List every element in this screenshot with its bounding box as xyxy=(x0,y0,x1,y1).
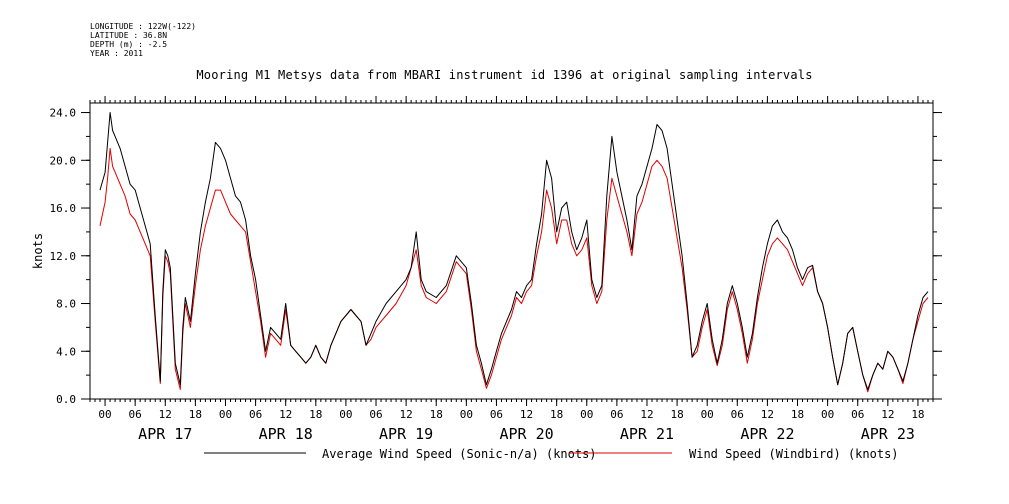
x-hour-label: 06 xyxy=(249,408,262,421)
y-tick-label: 16.0 xyxy=(50,202,77,215)
x-hour-label: 00 xyxy=(98,408,111,421)
x-hour-label: 06 xyxy=(490,408,503,421)
legend: Average Wind Speed (Sonic-n/a) (knots) W… xyxy=(204,447,899,461)
x-day-label: APR 17 xyxy=(138,425,192,443)
x-hour-label: 06 xyxy=(851,408,864,421)
meta-latitude: LATITUDE : 36.8N xyxy=(90,31,168,40)
x-hour-label: 00 xyxy=(821,408,834,421)
chart-title: Mooring M1 Metsys data from MBARI instru… xyxy=(196,68,813,82)
y-tick-label: 24.0 xyxy=(50,107,77,120)
x-hour-label: 00 xyxy=(580,408,593,421)
series-line-windbird xyxy=(99,147,929,393)
x-hour-label: 18 xyxy=(791,408,804,421)
series-group xyxy=(99,112,929,393)
x-hour-label: 18 xyxy=(189,408,202,421)
legend-label-windbird: Wind Speed (Windbird) (knots) xyxy=(689,447,899,461)
x-hour-label: 18 xyxy=(550,408,563,421)
y-tick-label: 4.0 xyxy=(56,345,76,358)
meta-longitude: LONGITUDE : 122W(-122) xyxy=(90,22,196,31)
plot-frame xyxy=(89,102,934,400)
x-day-label: APR 19 xyxy=(379,425,433,443)
x-hour-label: 12 xyxy=(159,408,172,421)
x-hour-label: 00 xyxy=(701,408,714,421)
x-day-label: APR 21 xyxy=(620,425,674,443)
x-hour-label: 00 xyxy=(339,408,352,421)
x-hour-label: 06 xyxy=(129,408,142,421)
y-tick-label: 12.0 xyxy=(50,250,77,263)
y-tick-label: 0.0 xyxy=(56,393,76,406)
meta-depth: DEPTH (m) : -2.5 xyxy=(90,40,168,49)
series-line-sonic xyxy=(99,112,929,390)
y-tick-label: 8.0 xyxy=(56,298,76,311)
legend-label-sonic: Average Wind Speed (Sonic-n/a) (knots) xyxy=(322,447,597,461)
metadata-block: LONGITUDE : 122W(-122) LATITUDE : 36.8N … xyxy=(90,22,196,58)
x-day-label: APR 23 xyxy=(861,425,915,443)
meta-year: YEAR : 2011 xyxy=(90,49,143,58)
minor-ticks xyxy=(86,100,937,402)
x-axis: 00 06 12 18 00 06 12 18 00 06 12 18 00 06 12 18 00 06 12 18… xyxy=(98,96,925,443)
x-day-label: APR 18 xyxy=(259,425,313,443)
x-hour-label: 12 xyxy=(520,408,533,421)
x-hour-label: 00 xyxy=(219,408,232,421)
x-hour-label: 12 xyxy=(400,408,413,421)
x-hour-label: 12 xyxy=(881,408,894,421)
x-hour-label: 12 xyxy=(761,408,774,421)
x-hour-label: 18 xyxy=(309,408,322,421)
x-hour-label: 18 xyxy=(430,408,443,421)
x-hour-label: 12 xyxy=(640,408,653,421)
x-hour-label: 12 xyxy=(279,408,292,421)
x-day-label: APR 22 xyxy=(740,425,794,443)
y-tick-label: 20.0 xyxy=(50,154,77,167)
y-axis: 0.0 4.0 8.0 12.0 16.0 20.0 24.0 xyxy=(50,107,942,406)
x-hour-label: 18 xyxy=(911,408,924,421)
x-day-label: APR 20 xyxy=(499,425,553,443)
x-hour-label: 18 xyxy=(670,408,683,421)
y-axis-label: knots xyxy=(31,233,45,269)
x-hour-label: 06 xyxy=(731,408,744,421)
x-hour-label: 06 xyxy=(610,408,623,421)
x-hour-label: 06 xyxy=(369,408,382,421)
x-hour-label: 00 xyxy=(460,408,473,421)
